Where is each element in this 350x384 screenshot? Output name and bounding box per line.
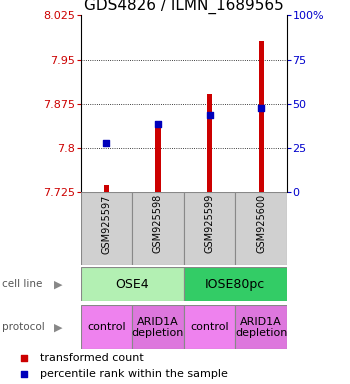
Text: transformed count: transformed count [40,353,144,363]
Bar [235,305,287,349]
Text: GSM925599: GSM925599 [204,194,215,253]
Bar [80,267,184,301]
Point [234,305,240,311]
Point [104,140,109,146]
Text: ARID1A
depletion: ARID1A depletion [235,316,287,338]
Text: control: control [190,322,229,333]
Point [234,159,240,165]
Text: OSE4: OSE4 [115,278,149,291]
Text: ▶: ▶ [54,322,63,333]
Bar [184,192,235,265]
Bar [104,185,109,192]
Point [258,105,264,111]
Bar [80,305,132,349]
Text: control: control [87,322,126,333]
Bar [207,94,212,192]
Bar [235,192,287,265]
Point [207,113,212,119]
Bar [80,192,132,265]
Bar [132,192,184,265]
Text: ▶: ▶ [54,279,63,289]
Text: protocol: protocol [2,322,44,333]
Text: IOSE80pc: IOSE80pc [205,278,266,291]
Text: GSM925598: GSM925598 [153,194,163,253]
Point [155,121,161,127]
Text: ARID1A
depletion: ARID1A depletion [132,316,184,338]
Text: cell line: cell line [2,279,42,289]
Text: GSM925600: GSM925600 [256,194,266,253]
Text: percentile rank within the sample: percentile rank within the sample [40,369,228,379]
Title: GDS4826 / ILMN_1689565: GDS4826 / ILMN_1689565 [84,0,284,14]
Bar [155,126,161,192]
Bar [184,305,235,349]
Text: GSM925597: GSM925597 [101,194,111,253]
Bar [184,267,287,301]
Bar [259,41,264,192]
Bar [132,305,184,349]
